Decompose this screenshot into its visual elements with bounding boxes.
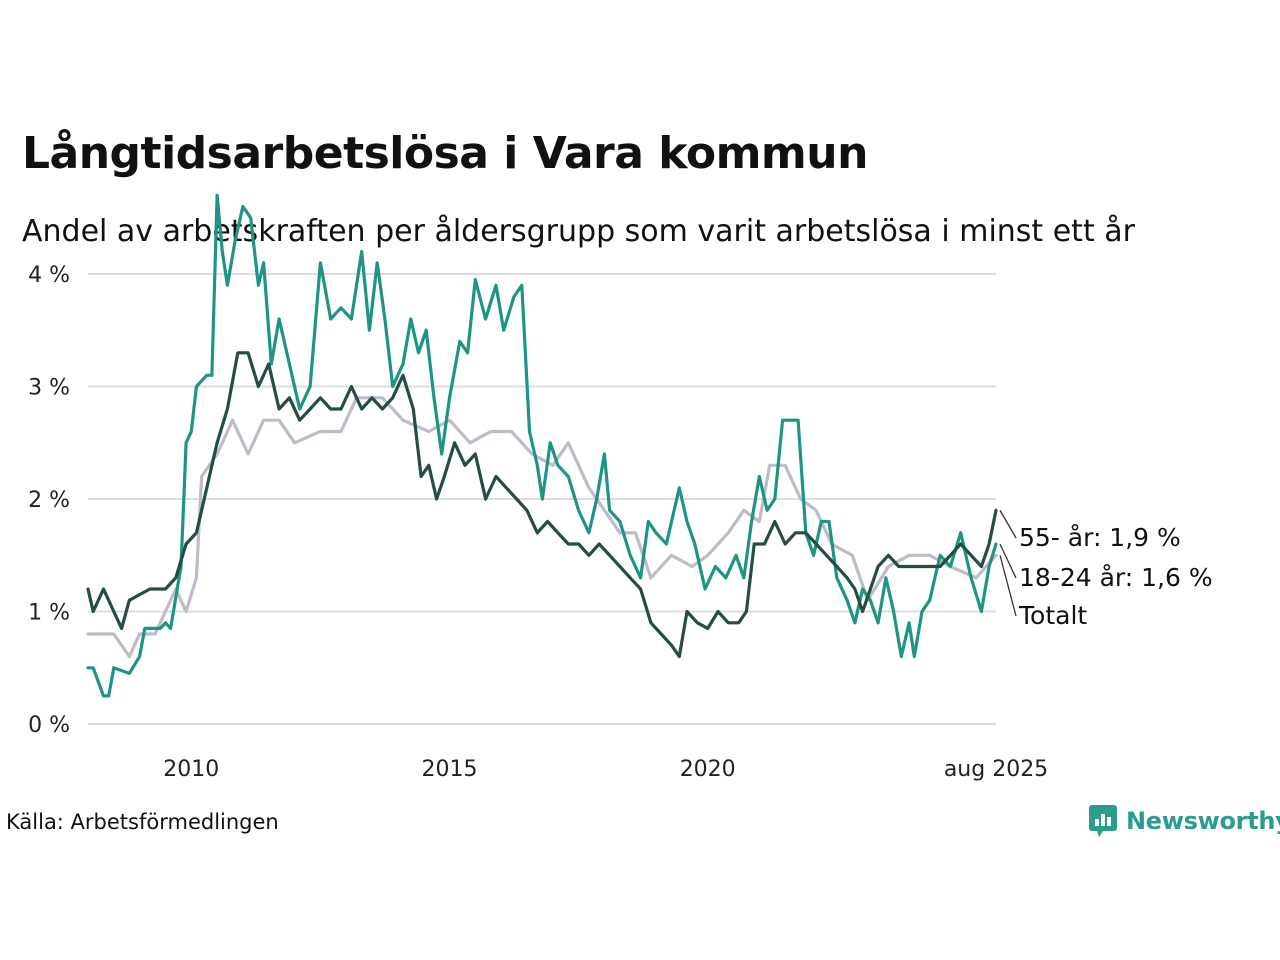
y-tick-label: 1 % xyxy=(28,601,70,626)
end-label-total: Totalt xyxy=(1018,601,1087,630)
chart-title: Långtidsarbetslösa i Vara kommun xyxy=(22,128,868,179)
x-tick-label: 2020 xyxy=(680,757,736,782)
line-chart: 0 % 1 % 2 % 3 % 4 % 2010 2015 2020 aug 2025 55-… xyxy=(28,193,1213,782)
series-line-total xyxy=(86,396,998,659)
source-note: Källa: Arbetsförmedlingen xyxy=(6,810,279,834)
brand-logo: Newsworthy xyxy=(1088,804,1280,838)
series-line-age_18_24 xyxy=(86,193,998,698)
x-tick-label: aug 2025 xyxy=(944,757,1048,782)
y-tick-label: 2 % xyxy=(28,488,70,513)
end-labels: 55- år: 1,9 % 18-24 år: 1,6 % Totalt xyxy=(999,509,1213,630)
x-tick-label: 2015 xyxy=(421,757,477,782)
end-label-leader xyxy=(999,509,1017,539)
y-tick-label: 0 % xyxy=(28,713,70,738)
brand-name: Newsworthy xyxy=(1126,807,1280,835)
series-lines xyxy=(86,193,998,698)
y-tick-label: 3 % xyxy=(28,376,70,401)
end-label-age_18_24: 18-24 år: 1,6 % xyxy=(1019,563,1213,592)
x-tick-label: 2010 xyxy=(163,757,219,782)
newsworthy-logo-icon xyxy=(1089,805,1117,837)
y-axis-ticks: 0 % 1 % 2 % 3 % 4 % xyxy=(28,263,70,738)
y-tick-label: 4 % xyxy=(28,263,70,288)
end-label-age_55: 55- år: 1,9 % xyxy=(1019,523,1181,552)
x-axis-ticks: 2010 2015 2020 aug 2025 xyxy=(163,757,1048,782)
series-line-age_55 xyxy=(86,351,998,659)
end-label-leader xyxy=(999,555,1017,617)
chart-subtitle: Andel av arbetskraften per åldersgrupp s… xyxy=(22,214,1135,249)
end-label-leader xyxy=(999,543,1017,579)
